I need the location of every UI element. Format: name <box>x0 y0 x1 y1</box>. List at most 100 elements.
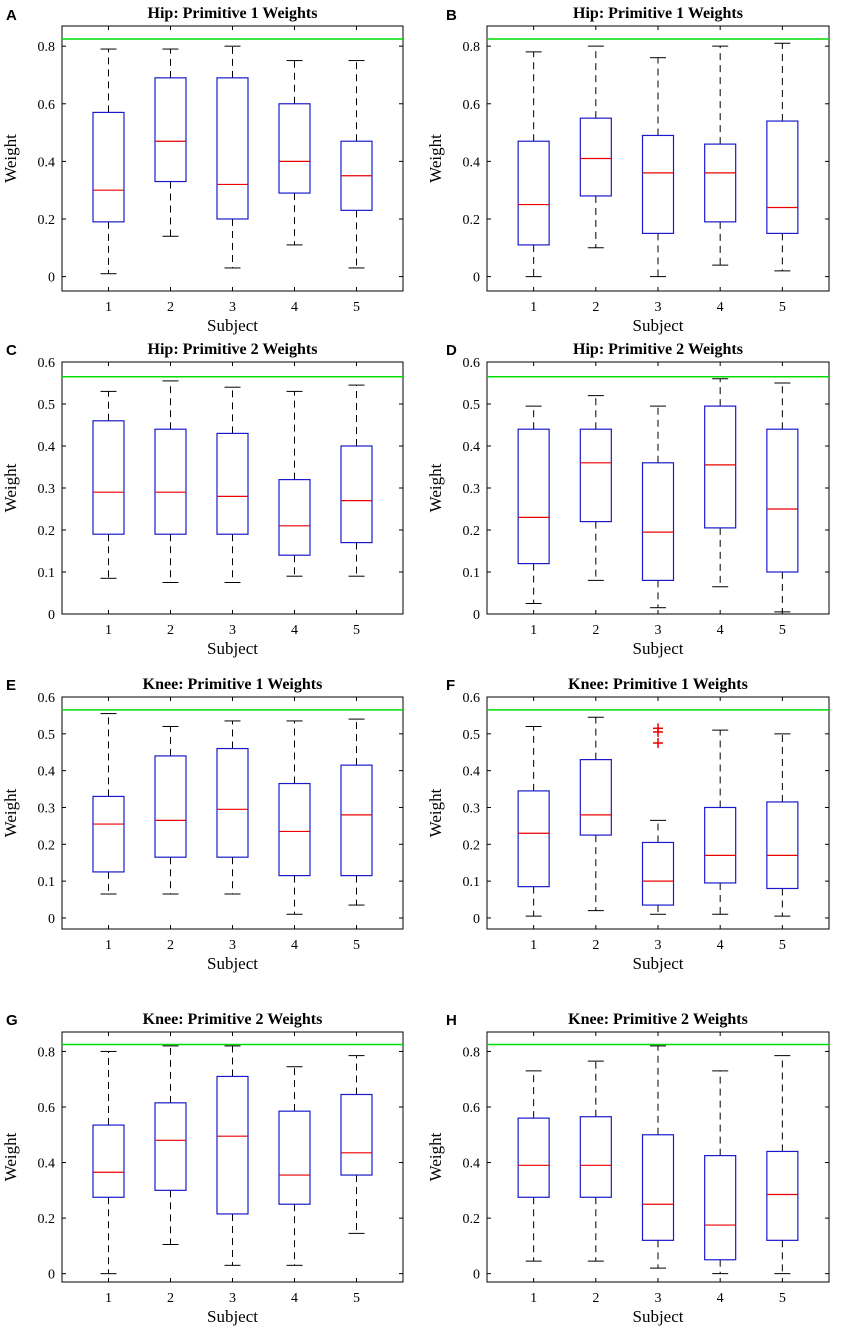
y-tick-label: 0.2 <box>463 213 481 228</box>
x-tick-label: 1 <box>105 300 112 315</box>
x-tick-label: 4 <box>717 300 724 315</box>
outlier-marker <box>653 723 663 734</box>
iqr-box <box>641 841 675 906</box>
x-tick-label: 2 <box>592 938 599 953</box>
chart-title: Knee: Primitive 1 Weights <box>568 676 748 693</box>
x-axis-label: Subject <box>633 954 684 973</box>
box-subject-1 <box>517 1070 550 1262</box>
y-tick-label: 0.1 <box>463 875 481 890</box>
iqr-box <box>766 120 799 234</box>
y-tick-label: 0.6 <box>38 1101 56 1116</box>
box-subject-2 <box>154 380 187 583</box>
x-tick-label: 3 <box>655 623 662 638</box>
y-tick-label: 0.1 <box>38 566 56 581</box>
iqr-box <box>766 428 799 573</box>
x-tick-label: 5 <box>779 300 786 315</box>
iqr-box <box>92 111 125 223</box>
chart-title: Hip: Primitive 1 Weights <box>573 5 743 22</box>
iqr-box <box>704 405 737 529</box>
box-subject-1 <box>92 1050 125 1275</box>
y-axis-label: Weight <box>1 463 20 512</box>
y-tick-label: 0.6 <box>38 691 56 706</box>
x-axis-label: Subject <box>207 639 258 658</box>
x-tick-label: 2 <box>167 623 174 638</box>
x-tick-label: 5 <box>779 623 786 638</box>
iqr-box <box>641 134 675 234</box>
box-subject-1 <box>92 713 125 895</box>
y-tick-label: 0.6 <box>463 691 481 706</box>
box-subject-3 <box>216 720 249 895</box>
x-tick-label: 4 <box>291 300 298 315</box>
y-tick-label: 0 <box>473 912 480 927</box>
y-tick-label: 0.6 <box>38 98 56 113</box>
y-tick-label: 0.2 <box>38 838 56 853</box>
iqr-box <box>704 806 737 884</box>
box-subject-4 <box>704 45 737 266</box>
y-tick-label: 0.4 <box>463 155 481 170</box>
panel-G: G Knee: Primitive 2 Weights 0 0.2 0.4 0.6 0.8 1… <box>1 1011 404 1326</box>
x-axis-label: Subject <box>207 1307 258 1326</box>
iqr-box <box>154 1102 187 1191</box>
box-subject-4 <box>704 729 737 915</box>
x-tick-label: 1 <box>105 938 112 953</box>
iqr-box <box>92 795 125 873</box>
x-axis-label: Subject <box>633 639 684 658</box>
iqr-box <box>92 1124 125 1198</box>
box-subject-1 <box>92 390 125 579</box>
y-axis-label: Weight <box>1 134 20 183</box>
x-tick-label: 1 <box>105 623 112 638</box>
box-subject-2 <box>154 1045 187 1245</box>
y-tick-label: 0.4 <box>38 440 56 455</box>
x-tick-label: 1 <box>530 1291 537 1306</box>
panel-letter: C <box>6 342 17 359</box>
y-tick-label: 0.8 <box>463 40 481 55</box>
x-tick-label: 2 <box>167 938 174 953</box>
panel-C: C Hip: Primitive 2 Weights 0 0.1 0.2 0.3 0.4 0.… <box>1 341 404 658</box>
x-tick-label: 3 <box>655 1291 662 1306</box>
panel-letter: H <box>446 1012 457 1029</box>
iqr-box <box>579 428 612 523</box>
chart-title: Hip: Primitive 2 Weights <box>573 341 743 358</box>
y-tick-label: 0.2 <box>38 1212 56 1227</box>
outlier-marker <box>653 738 663 749</box>
x-tick-label: 3 <box>229 1291 236 1306</box>
x-tick-label: 5 <box>779 1291 786 1306</box>
box-subject-2 <box>579 45 612 249</box>
y-tick-label: 0.6 <box>463 98 481 113</box>
iqr-box <box>641 462 675 581</box>
x-tick-label: 1 <box>530 623 537 638</box>
y-tick-label: 0.3 <box>38 801 56 816</box>
box-subject-1 <box>92 48 125 275</box>
x-tick-label: 5 <box>779 938 786 953</box>
y-tick-label: 0.2 <box>38 524 56 539</box>
y-tick-label: 0 <box>48 608 55 623</box>
iqr-box <box>766 801 799 890</box>
box-subject-1 <box>517 405 550 604</box>
box-subject-4 <box>278 1066 311 1266</box>
y-tick-label: 0.2 <box>463 524 481 539</box>
iqr-box <box>704 143 737 223</box>
x-tick-label: 3 <box>229 623 236 638</box>
y-tick-label: 0.5 <box>38 728 56 743</box>
iqr-box <box>766 1150 799 1241</box>
y-axis-label: Weight <box>426 788 445 837</box>
iqr-box <box>517 1117 550 1198</box>
iqr-box <box>517 140 550 246</box>
iqr-box <box>579 1116 612 1198</box>
chart-title: Knee: Primitive 1 Weights <box>143 676 323 693</box>
iqr-box <box>278 782 311 877</box>
box-subject-5 <box>340 1055 373 1234</box>
iqr-box <box>92 420 125 535</box>
box-subject-3 <box>641 1045 675 1269</box>
iqr-box <box>641 1134 675 1241</box>
x-tick-label: 4 <box>717 623 724 638</box>
y-tick-label: 0.6 <box>463 356 481 371</box>
x-tick-label: 4 <box>291 1291 298 1306</box>
y-tick-label: 0.4 <box>38 765 56 780</box>
box-subject-1 <box>517 51 550 278</box>
panel-letter: B <box>446 7 457 24</box>
iqr-box <box>340 1093 373 1176</box>
x-axis-label: Subject <box>633 1307 684 1326</box>
y-tick-label: 0.5 <box>38 398 56 413</box>
